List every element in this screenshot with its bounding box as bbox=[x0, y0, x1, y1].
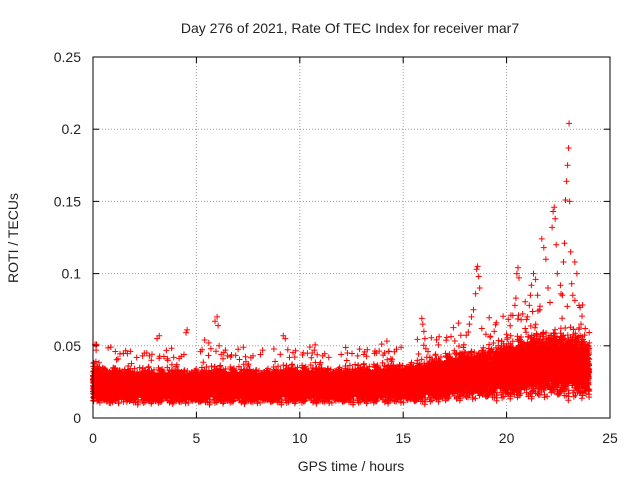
data-point bbox=[170, 354, 177, 361]
data-point bbox=[145, 363, 152, 370]
data-point bbox=[205, 352, 212, 359]
data-point bbox=[200, 359, 207, 366]
data-point bbox=[168, 345, 175, 352]
data-point bbox=[113, 356, 120, 363]
data-point bbox=[92, 358, 99, 365]
data-point bbox=[112, 348, 119, 355]
chart-title: Day 276 of 2021, Rate Of TEC Index for r… bbox=[181, 20, 519, 36]
data-point bbox=[96, 359, 102, 366]
grid-lines bbox=[93, 57, 610, 418]
data-point bbox=[96, 364, 103, 371]
data-points bbox=[90, 120, 593, 408]
data-point bbox=[107, 344, 114, 351]
data-point bbox=[133, 354, 140, 361]
data-point bbox=[217, 362, 224, 369]
data-point bbox=[163, 347, 170, 354]
data-point bbox=[105, 344, 112, 351]
